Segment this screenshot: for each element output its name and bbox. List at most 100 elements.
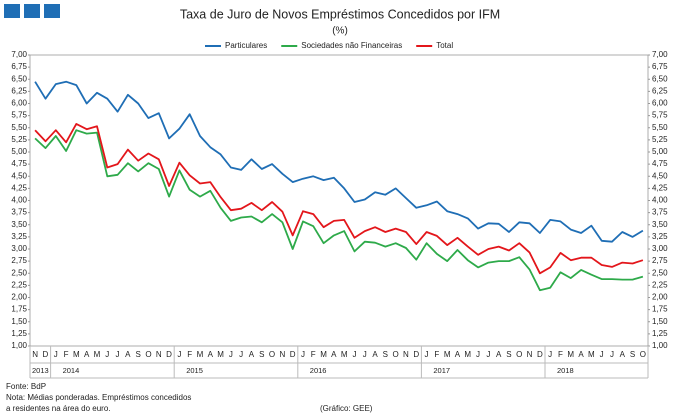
x-tick-label: O [640,350,646,359]
year-label: 2016 [310,366,327,375]
x-tick-label: A [578,350,584,359]
year-label: 2014 [63,366,80,375]
y2-tick-label: 5,75 [652,111,668,120]
legend-label: Particulares [225,41,267,50]
x-tick-label: J [425,350,429,359]
x-tick-label: J [363,350,367,359]
x-tick-label: D [290,350,296,359]
y-tick-label: 1,00 [11,341,27,350]
x-tick-label: A [208,350,214,359]
y-tick-label: 6,00 [11,99,27,108]
plot-frame [29,54,649,347]
y-tick-label: 5,00 [11,147,27,156]
logo-square [24,4,40,18]
y2-tick-label: 2,25 [652,280,668,289]
y-tick-label: 3,25 [11,232,27,241]
x-tick-label: N [279,350,285,359]
x-tick-label: M [444,350,451,359]
y-tick-label: 6,75 [11,62,27,71]
series-line [34,80,644,243]
y2-tick-label: 2,00 [652,293,668,302]
x-tick-label: A [496,350,502,359]
x-tick-label: O [393,350,399,359]
x-tick-label: J [301,350,305,359]
x-tick-label: D [43,350,49,359]
x-tick-label: M [464,350,471,359]
x-tick-label: A [372,350,378,359]
y2-tick-label: 6,00 [652,99,668,108]
x-tick-label: D [413,350,419,359]
y-tick-label: 5,25 [11,135,27,144]
y2-tick-label: 6,25 [652,86,668,95]
note: a residentes na área do euro. [6,404,111,413]
x-tick-label: A [125,350,131,359]
x-tick-label: D [537,350,543,359]
credit: (Gráfico: GEE) [320,404,373,413]
x-tick-label: F [311,350,316,359]
x-tick-label: J [116,350,120,359]
x-tick-label: J [600,350,604,359]
x-tick-label: A [455,350,461,359]
x-tick-label: N [527,350,533,359]
y-tick-label: 1,75 [11,305,27,314]
y2-tick-label: 5,50 [652,123,668,132]
y2-tick-label: 3,75 [652,208,668,217]
y2-tick-label: 3,50 [652,220,668,229]
x-tick-label: J [548,350,552,359]
y2-tick-label: 1,50 [652,317,668,326]
x-tick-label: M [94,350,101,359]
x-tick-label: D [166,350,172,359]
year-label: 2015 [186,366,203,375]
x-tick-label: J [105,350,109,359]
y-tick-label: 4,00 [11,196,27,205]
y2-tick-label: 6,75 [652,62,668,71]
y2-tick-label: 3,25 [652,232,668,241]
x-tick-label: N [156,350,162,359]
x-tick-label: A [84,350,90,359]
y-tick-label: 5,50 [11,123,27,132]
x-tick-label: F [64,350,69,359]
x-tick-label: S [383,350,388,359]
note: Fonte: BdP [6,382,46,391]
y2-tick-label: 4,25 [652,183,668,192]
y2-tick-label: 4,50 [652,171,668,180]
y-tick-label: 3,00 [11,244,27,253]
x-tick-label: M [197,350,204,359]
x-tick-label: J [239,350,243,359]
year-label: 2018 [557,366,574,375]
x-tick-label: J [54,350,58,359]
logo-square [4,4,20,18]
y2-tick-label: 5,00 [652,147,668,156]
y-tick-label: 5,75 [11,111,27,120]
y-tick-label: 4,50 [11,171,27,180]
y2-tick-label: 1,00 [652,341,668,350]
note: Nota: Médias ponderadas. Empréstimos con… [6,393,191,402]
x-tick-label: A [620,350,626,359]
x-tick-label: A [249,350,255,359]
year-label: 2013 [32,366,49,375]
chart-title: Taxa de Juro de Novos Empréstimos Conced… [180,7,500,21]
y-tick-label: 4,75 [11,159,27,168]
y-tick-label: 6,50 [11,74,27,83]
y2-tick-label: 1,75 [652,305,668,314]
series-line [34,129,644,292]
y2-tick-label: 2,50 [652,268,668,277]
y2-tick-label: 2,75 [652,256,668,265]
y-tick-label: 7,00 [11,50,27,59]
y-tick-label: 1,50 [11,317,27,326]
x-tick-label: J [610,350,614,359]
x-tick-label: F [187,350,192,359]
x-tick-label: S [630,350,635,359]
y-tick-label: 4,25 [11,183,27,192]
x-tick-label: J [177,350,181,359]
y2-tick-label: 1,25 [652,329,668,338]
x-tick-label: M [217,350,224,359]
y-tick-label: 3,50 [11,220,27,229]
x-tick-label: S [135,350,140,359]
x-tick-label: M [320,350,327,359]
y2-tick-label: 3,00 [652,244,668,253]
legend-label: Total [436,41,453,50]
x-tick-label: J [476,350,480,359]
x-tick-label: F [434,350,439,359]
